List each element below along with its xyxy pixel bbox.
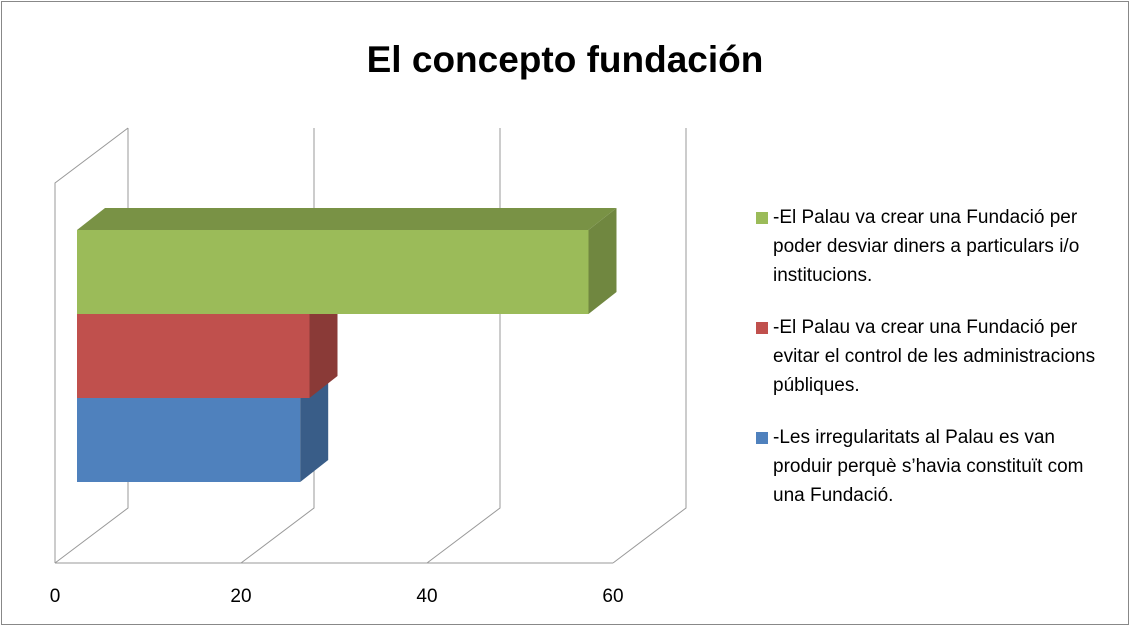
legend-label: -El Palau va crear una Fundació per evit… <box>773 317 1096 396</box>
bar-side <box>309 292 338 398</box>
x-tick-label: 60 <box>602 586 623 607</box>
legend-swatch <box>756 322 768 334</box>
bar-side <box>300 376 329 482</box>
x-tick-label: 0 <box>50 586 61 607</box>
wall-edge <box>54 127 129 563</box>
legend-label: -Les irregularitats al Palau es van prod… <box>773 427 1084 506</box>
bar <box>77 398 301 482</box>
legend-swatch <box>756 432 768 444</box>
legend-label: -El Palau va crear una Fundació per pode… <box>773 207 1080 286</box>
legend-swatch <box>756 212 768 224</box>
bar <box>77 230 589 314</box>
bar <box>77 314 310 398</box>
chart-title: El concepto fundación <box>367 39 764 80</box>
x-tick-label: 20 <box>230 586 251 607</box>
x-tick-label: 40 <box>416 586 437 607</box>
bar-side <box>588 208 617 314</box>
grid-line <box>612 128 687 564</box>
bar-top <box>77 208 617 230</box>
